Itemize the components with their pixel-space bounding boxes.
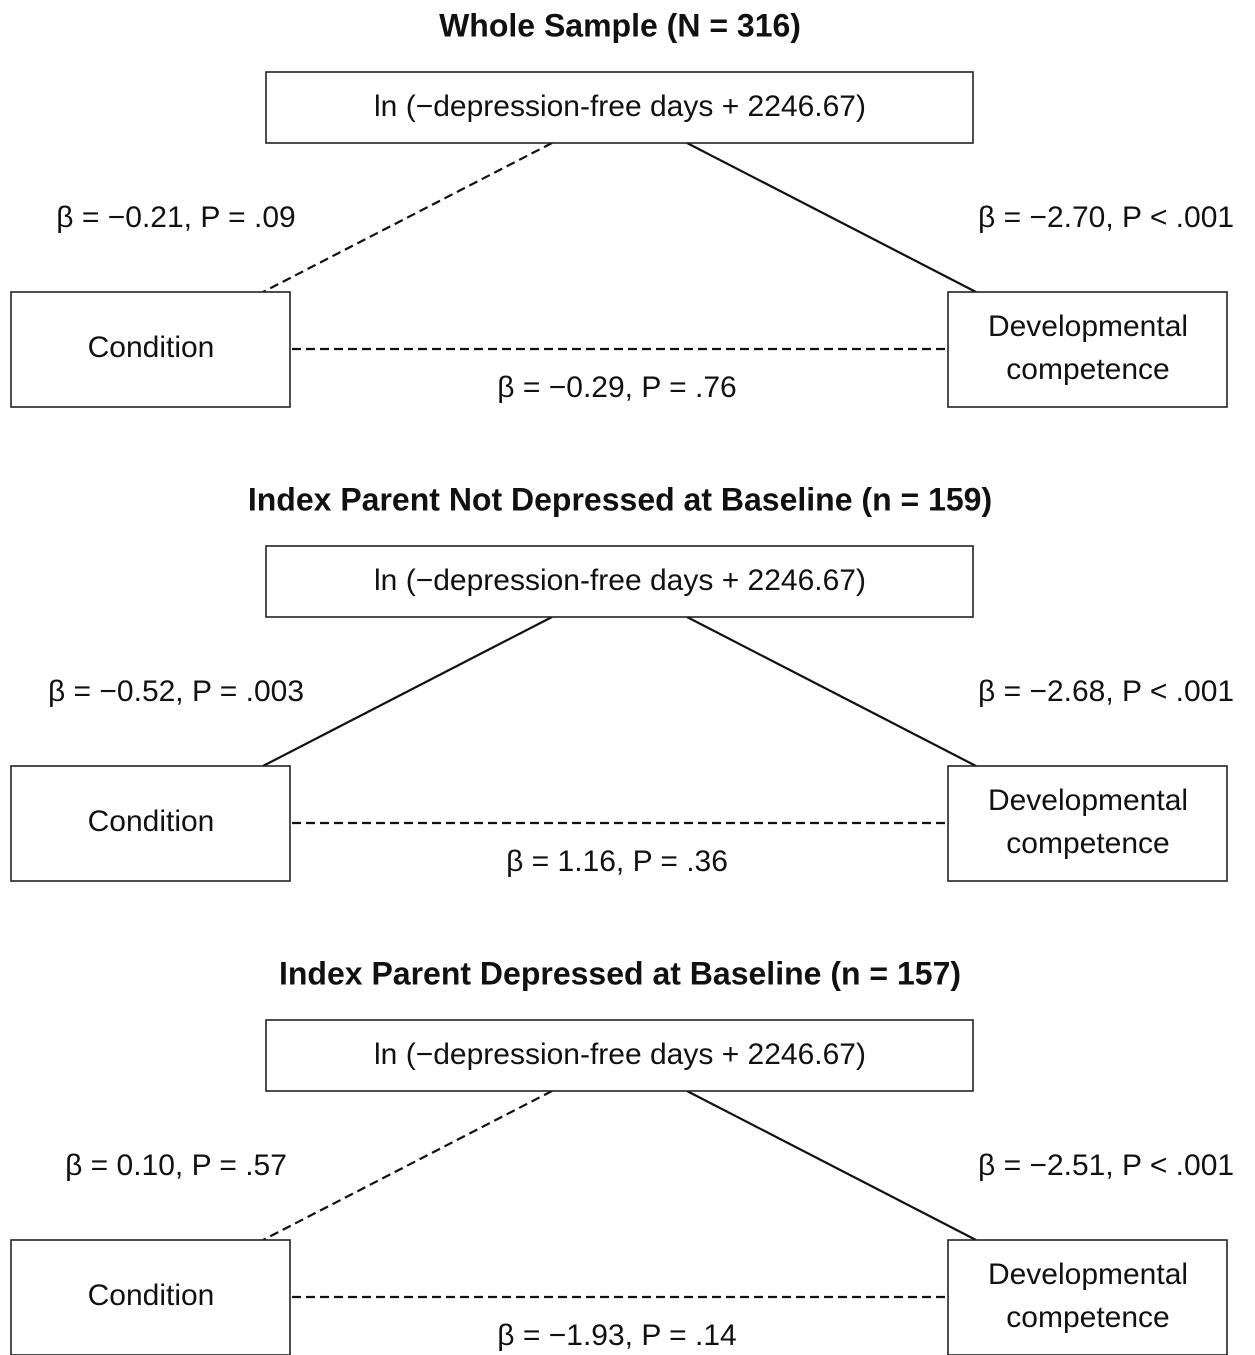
- path-a: [262, 1090, 553, 1241]
- path-a-label: β = 0.10, P = .57: [65, 1149, 287, 1182]
- panel-title: Index Parent Depressed at Baseline (n = …: [279, 955, 961, 991]
- outcome-label: competence: [1006, 827, 1169, 860]
- outcome-label: Developmental: [988, 784, 1188, 817]
- outcome-box: [947, 291, 1228, 408]
- mediator-label: ln (−depression-free days + 2246.67): [374, 90, 866, 123]
- outcome-label: competence: [1006, 353, 1169, 386]
- path-c-label: β = 1.16, P = .36: [506, 845, 728, 878]
- outcome-label: competence: [1006, 1301, 1169, 1334]
- mediator-box: [265, 545, 974, 618]
- mediator-box: [265, 1019, 974, 1092]
- predictor-label: Condition: [88, 805, 215, 838]
- path-b: [686, 616, 977, 767]
- predictor-label: Condition: [88, 331, 215, 364]
- mediator-box: [265, 71, 974, 144]
- outcome-label: Developmental: [988, 310, 1188, 343]
- predictor-box: [10, 765, 291, 882]
- path-a-label: β = −0.21, P = .09: [56, 201, 295, 234]
- mediator-label: ln (−depression-free days + 2246.67): [374, 1038, 866, 1071]
- path-c-label: β = −1.93, P = .14: [497, 1319, 736, 1352]
- path-b-label: β = −2.68, P < .001: [978, 675, 1234, 708]
- path-a: [262, 142, 553, 293]
- predictor-box: [10, 291, 291, 408]
- predictor-box: [10, 1239, 291, 1355]
- path-b-label: β = −2.70, P < .001: [978, 201, 1234, 234]
- path-b: [686, 142, 977, 293]
- outcome-label: Developmental: [988, 1258, 1188, 1291]
- path-b: [686, 1090, 977, 1241]
- path-a: [262, 616, 553, 767]
- predictor-label: Condition: [88, 1279, 215, 1312]
- path-b-label: β = −2.51, P < .001: [978, 1149, 1234, 1182]
- outcome-box: [947, 765, 1228, 882]
- mediator-label: ln (−depression-free days + 2246.67): [374, 564, 866, 597]
- panel-title: Index Parent Not Depressed at Baseline (…: [248, 481, 992, 517]
- path-c-label: β = −0.29, P = .76: [497, 371, 736, 404]
- path-a-label: β = −0.52, P = .003: [48, 675, 304, 708]
- outcome-box: [947, 1239, 1228, 1355]
- panel-title: Whole Sample (N = 316): [439, 7, 801, 43]
